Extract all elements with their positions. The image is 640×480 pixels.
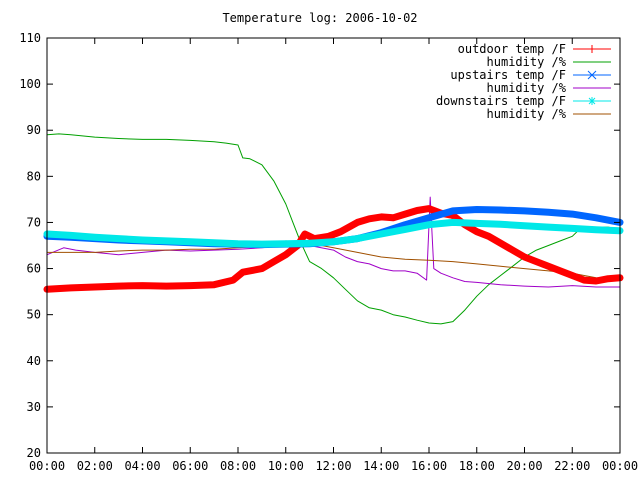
x-tick-label-8: 16:00 [411,459,447,473]
x-tick-label-4: 08:00 [220,459,256,473]
series-layer [43,133,624,325]
series-line-1 [46,133,621,325]
series-line-0 [43,205,624,293]
x-tick-label-7: 14:00 [363,459,399,473]
legend-label-3: humidity /% [487,81,567,95]
x-tick-label-3: 06:00 [172,459,208,473]
x-tick-label-11: 22:00 [554,459,590,473]
y-tick-label-5: 70 [27,215,41,229]
series-line-5 [46,240,621,281]
y-tick-label-4: 60 [27,262,41,276]
legend-marker-4 [588,97,596,105]
x-tick-label-9: 18:00 [459,459,495,473]
axis-ticks: 00:00 02:00 04:00 06:00 08:00 10:00 12:00 14:00… [19,31,638,473]
x-tick-label-5: 10:00 [268,459,304,473]
legend-marker-0 [588,45,596,53]
y-tick-label-7: 90 [27,123,41,137]
y-tick-label-0: 20 [27,446,41,460]
legend-marker-2 [587,70,597,80]
legend-label-2: upstairs temp /F [450,68,566,82]
x-tick-label-2: 04:00 [124,459,160,473]
y-tick-label-1: 30 [27,400,41,414]
legend-label-5: humidity /% [487,107,567,121]
y-tick-label-2: 40 [27,354,41,368]
y-tick-label-8: 100 [19,77,41,91]
chart-title: Temperature log: 2006-10-02 [222,11,417,25]
x-tick-label-10: 20:00 [506,459,542,473]
x-tick-label-0: 00:00 [29,459,65,473]
series-line-3 [46,196,621,288]
x-tick-label-6: 12:00 [315,459,351,473]
legend-label-1: humidity /% [487,55,567,69]
y-tick-label-9: 110 [19,31,41,45]
legend-label-4: downstairs temp /F [436,94,566,108]
x-tick-label-1: 02:00 [77,459,113,473]
x-tick-label-12: 00:00 [602,459,638,473]
y-tick-label-3: 50 [27,308,41,322]
legend-label-0: outdoor temp /F [458,42,566,56]
y-tick-label-6: 80 [27,169,41,183]
series-line-4 [43,218,624,248]
